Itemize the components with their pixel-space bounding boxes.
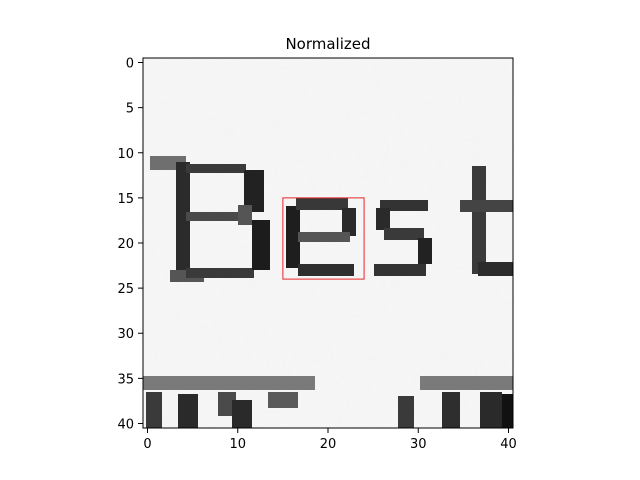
x-tick-label: 30 bbox=[410, 437, 427, 452]
glyph-s bbox=[374, 200, 432, 276]
chart-title: Normalized bbox=[285, 35, 370, 53]
y-tick-label: 15 bbox=[117, 192, 134, 207]
y-tick-label: 10 bbox=[117, 147, 134, 162]
plot-area bbox=[142, 57, 514, 429]
x-tick-label: 10 bbox=[229, 437, 246, 452]
y-tick-label: 35 bbox=[117, 372, 134, 387]
y-tick-label: 20 bbox=[117, 237, 134, 252]
next-line-text-fragment bbox=[143, 376, 513, 428]
image-paper-texture bbox=[143, 58, 513, 428]
x-tick-label: 40 bbox=[500, 437, 517, 452]
y-tick-label: 30 bbox=[117, 327, 134, 342]
highlight-box bbox=[282, 197, 365, 280]
glyph-b bbox=[150, 156, 270, 282]
y-tick-label: 25 bbox=[117, 282, 134, 297]
heatmap-image bbox=[143, 58, 513, 428]
x-tick-label: 0 bbox=[143, 437, 151, 452]
x-tick-label: 20 bbox=[320, 437, 337, 452]
glyph-t bbox=[460, 166, 513, 276]
x-axis: 0 10 20 30 40 bbox=[143, 428, 517, 452]
y-axis: 0 5 10 15 20 25 30 35 40 bbox=[117, 57, 143, 432]
y-tick-label: 40 bbox=[117, 417, 134, 432]
y-tick-label: 5 bbox=[126, 102, 134, 117]
y-tick-label: 0 bbox=[126, 57, 134, 72]
glyph-e bbox=[286, 198, 356, 276]
